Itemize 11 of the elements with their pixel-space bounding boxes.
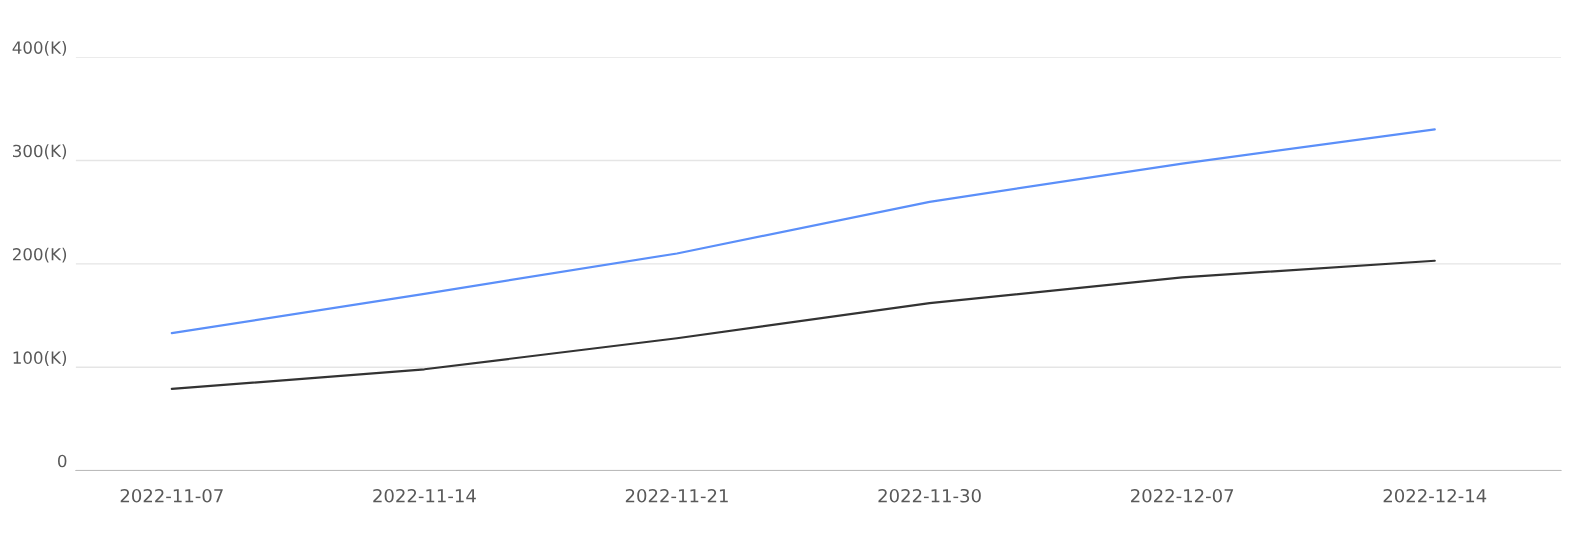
x-tick-label: 2022-12-07	[1131, 488, 1234, 503]
x-tick-label: 2022-11-07	[120, 488, 223, 503]
y-tick-label: 0	[58, 454, 67, 468]
x-tick-label: 2022-12-14	[1383, 488, 1487, 503]
x-tick-label: 2022-11-14	[373, 488, 476, 503]
x-tick-label: 2022-11-21	[625, 488, 728, 503]
y-tick-label: 300(K)	[13, 144, 67, 160]
y-tick-label: 200(K)	[12, 247, 67, 263]
x-tick-label: 2022-11-30	[878, 488, 981, 503]
y-tick-label: 100(K)	[13, 351, 67, 366]
y-tick-label: 400(K)	[12, 41, 67, 56]
